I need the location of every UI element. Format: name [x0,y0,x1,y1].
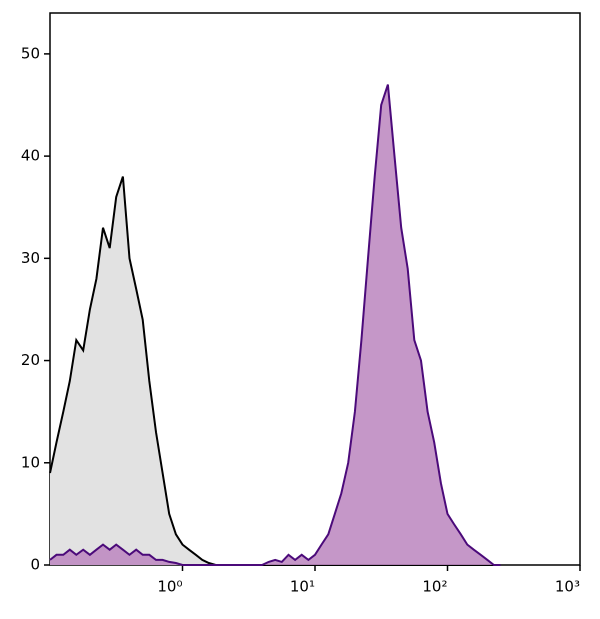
x-tick-label: 10³ [555,578,580,596]
y-tick-label: 30 [21,249,40,267]
y-tick-label: 40 [21,147,40,165]
x-tick-label: 10⁰ [157,578,182,596]
y-tick-label: 0 [30,556,40,574]
histogram-fill [50,176,501,565]
x-tick-label: 10² [422,578,447,596]
histogram-fill [50,84,501,565]
y-tick-label: 10 [21,453,40,471]
x-tick-label: 10¹ [290,578,315,596]
histogram-line [49,84,501,566]
y-tick-label: 20 [21,351,40,369]
y-tick-label: 50 [21,44,40,62]
